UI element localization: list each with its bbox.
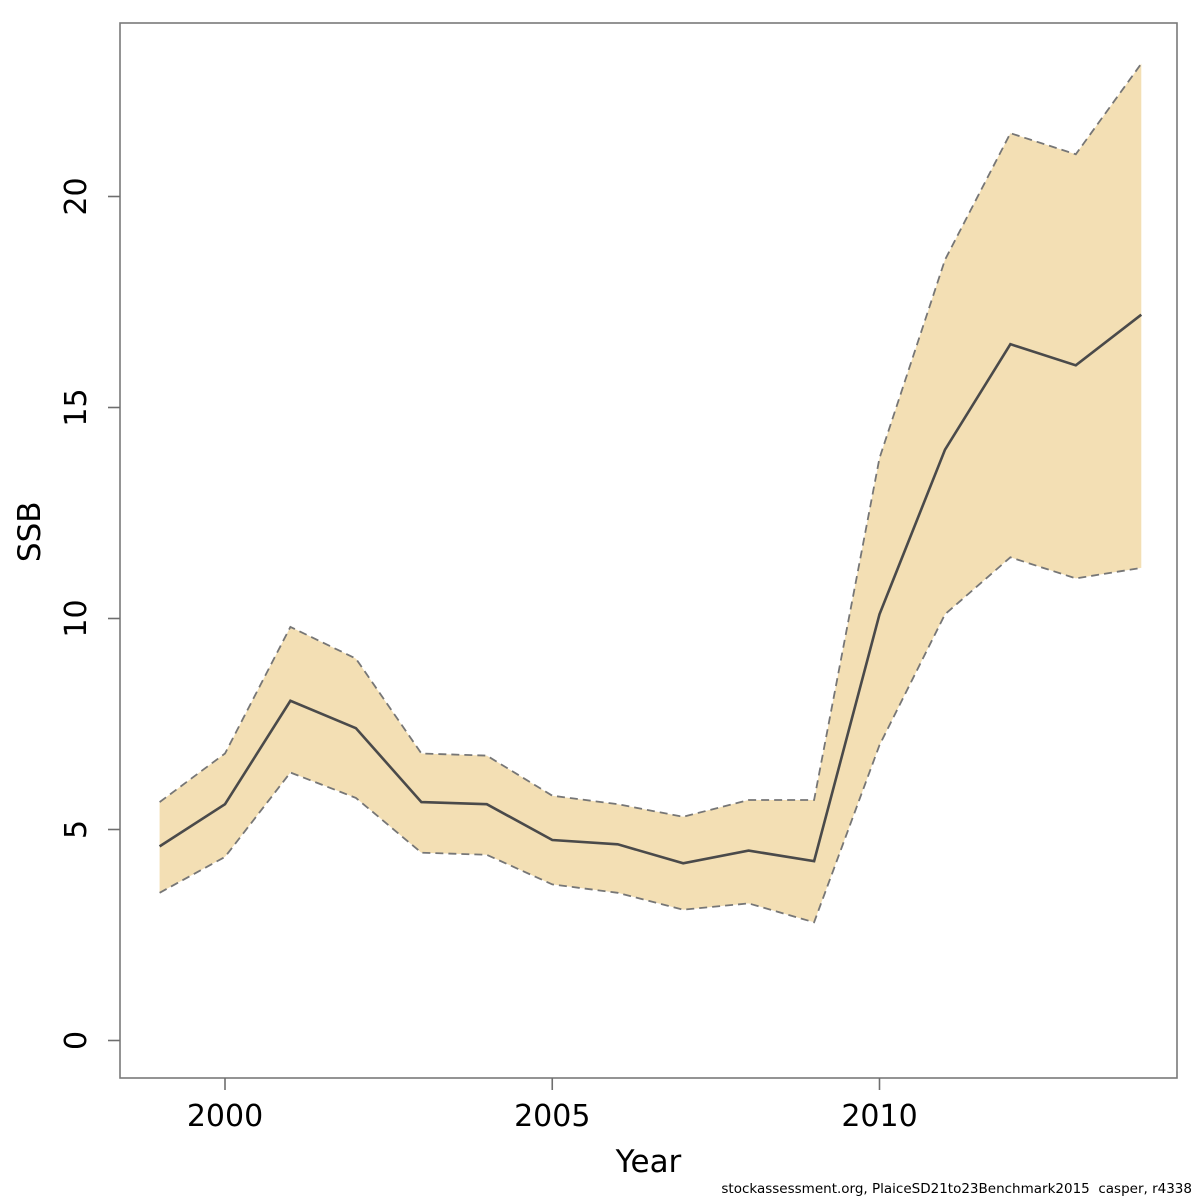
footer-credit: stockassessment.org, PlaiceSD21to23Bench… [721,1181,1192,1197]
x-tick-label-2010: 2010 [841,1099,917,1134]
x-axis-title: Year [615,1144,682,1180]
y-axis-title: SSB [12,501,48,562]
y-tick-label-5: 5 [59,820,94,839]
y-tick-label-15: 15 [59,388,94,426]
ci-upper-line [159,63,1143,818]
x-tick-label-2000: 2000 [187,1099,263,1134]
x-tick-label-2005: 2005 [514,1099,590,1134]
ci-lower-line [159,556,1142,924]
y-tick-label-0: 0 [59,1031,94,1050]
y-tick-label-10: 10 [59,599,94,637]
y-tick-label-20: 20 [59,177,94,215]
estimate-line [158,313,1143,865]
plot-box [119,22,1178,1079]
confidence-band [159,63,1142,923]
